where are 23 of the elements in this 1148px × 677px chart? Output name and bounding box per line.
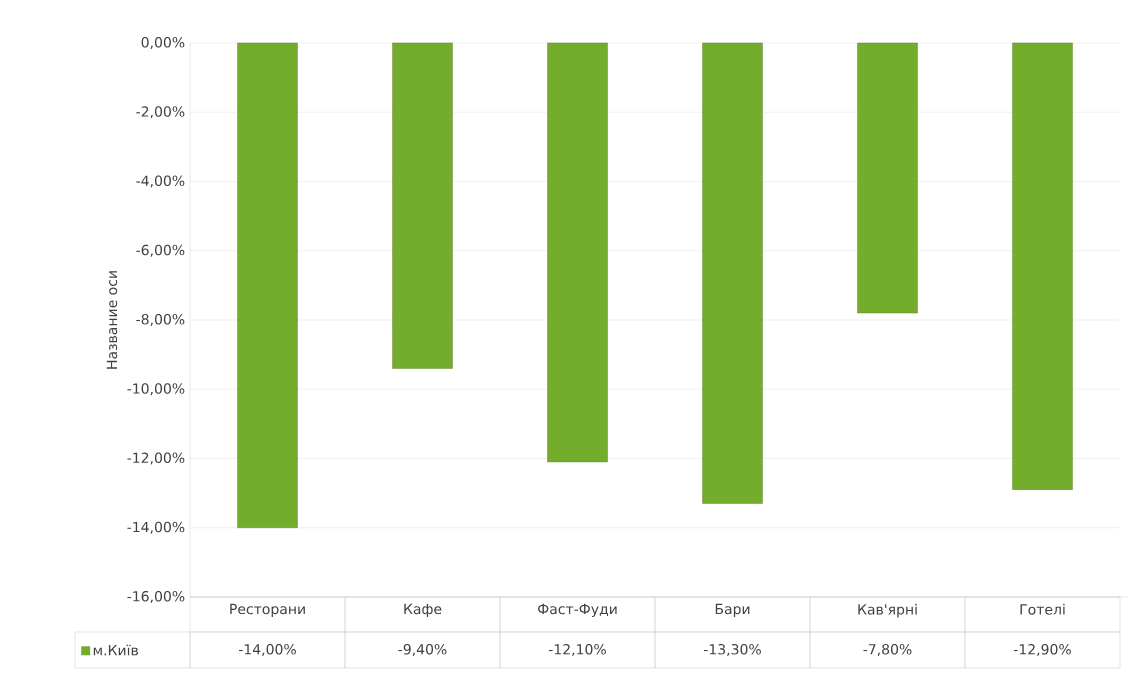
x-tick-label: Ресторани [230, 603, 305, 617]
y-tick-label: -8,00% [136, 313, 185, 326]
y-tick-label: -4,00% [136, 175, 185, 188]
y-tick-label: -6,00% [136, 244, 185, 257]
y-tick-label: -12,00% [127, 452, 185, 465]
y-tick-label: -16,00% [127, 590, 185, 603]
x-tick-label: Бари [715, 603, 750, 617]
data-label: -14,00% [238, 643, 296, 656]
data-label: -9,40% [398, 643, 447, 656]
y-tick-label: -10,00% [127, 383, 185, 396]
x-tick-label: Готелі [1020, 603, 1065, 615]
legend-label: м.Київ [93, 644, 138, 656]
y-axis-title: Название оси [106, 271, 118, 369]
data-label: -12,90% [1013, 643, 1071, 656]
data-label: -7,80% [863, 643, 912, 656]
data-label: -13,30% [703, 643, 761, 656]
y-tick-label: -14,00% [127, 521, 185, 534]
data-label: -12,10% [548, 643, 606, 656]
x-tick-label: Кафе [404, 603, 442, 617]
x-tick-label: Кав'ярні [858, 603, 917, 618]
y-tick-label: 0,00% [141, 36, 185, 49]
x-tick-label: Фаст-Фуди [538, 603, 617, 617]
y-tick-label: -2,00% [136, 106, 185, 119]
